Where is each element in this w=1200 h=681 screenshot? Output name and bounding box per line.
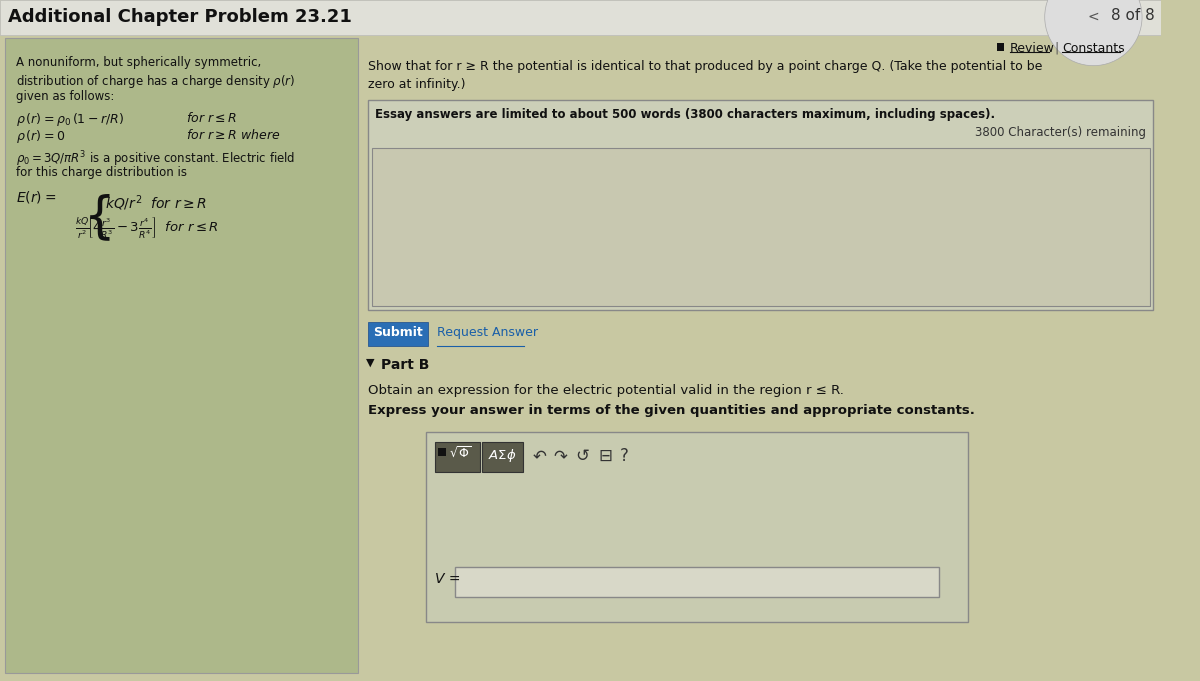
Text: $E(r) =$: $E(r) =$ [17, 189, 56, 205]
Text: for $r \geq R$ where: for $r \geq R$ where [186, 128, 280, 142]
Text: <: < [1087, 10, 1099, 24]
Text: Request Answer: Request Answer [437, 326, 539, 339]
Text: Essay answers are limited to about 500 words (3800 characters maximum, including: Essay answers are limited to about 500 w… [376, 108, 996, 121]
Bar [426, 432, 967, 622]
Text: Additional Chapter Problem 23.21: Additional Chapter Problem 23.21 [7, 8, 352, 26]
Bar [482, 442, 522, 472]
Text: $\sqrt{\Phi}$: $\sqrt{\Phi}$ [449, 446, 472, 461]
Text: ↺: ↺ [575, 447, 589, 465]
Text: Submit: Submit [373, 326, 422, 339]
Bar [367, 322, 427, 346]
Text: ?: ? [619, 447, 628, 465]
Text: zero at infinity.): zero at infinity.) [367, 78, 466, 91]
Bar [997, 43, 1004, 51]
Bar [5, 38, 358, 673]
Text: distribution of charge has a charge density $\rho(r)$: distribution of charge has a charge dens… [17, 73, 295, 90]
Text: $\rho\,(r) = \rho_0\,(1 - r/R)$: $\rho\,(r) = \rho_0\,(1 - r/R)$ [17, 111, 125, 128]
Bar [372, 148, 1150, 306]
Bar [0, 0, 1162, 35]
Text: ↶: ↶ [532, 447, 546, 465]
Text: $\rho\,(r) = 0$: $\rho\,(r) = 0$ [17, 128, 66, 145]
Text: 8 of 8: 8 of 8 [1111, 8, 1154, 23]
Text: |: | [1055, 42, 1058, 55]
Text: V =: V = [436, 572, 461, 586]
Text: Express your answer in terms of the given quantities and appropriate constants.: Express your answer in terms of the give… [367, 404, 974, 417]
Text: A nonuniform, but spherically symmetric,: A nonuniform, but spherically symmetric, [17, 56, 262, 69]
Text: ⊟: ⊟ [598, 447, 612, 465]
Text: $\rho_0 = 3Q/\pi R^3$ is a positive constant. Electric field: $\rho_0 = 3Q/\pi R^3$ is a positive cons… [17, 149, 295, 169]
Text: for this charge distribution is: for this charge distribution is [17, 166, 187, 179]
Text: Constants: Constants [1062, 42, 1126, 55]
Text: Show that for r ≥ R the potential is identical to that produced by a point charg: Show that for r ≥ R the potential is ide… [367, 60, 1042, 73]
Bar [455, 567, 938, 597]
Text: Part B: Part B [382, 358, 430, 372]
Text: 3800 Character(s) remaining: 3800 Character(s) remaining [974, 126, 1146, 139]
Text: $\frac{kQ}{r^2}\!\left[4\frac{r^3}{R^3} - 3\frac{r^4}{R^4}\right]$  for $r \leq : $\frac{kQ}{r^2}\!\left[4\frac{r^3}{R^3} … [74, 215, 218, 240]
Bar [438, 448, 446, 456]
Text: ▼: ▼ [366, 358, 374, 368]
Bar [436, 442, 480, 472]
Text: {: { [84, 193, 116, 241]
Text: $kQ/r^2$  for $r \geq R$: $kQ/r^2$ for $r \geq R$ [106, 193, 208, 212]
Text: ↷: ↷ [553, 447, 568, 465]
Bar [367, 100, 1153, 310]
Text: Review: Review [1010, 42, 1055, 55]
Text: given as follows:: given as follows: [17, 90, 115, 103]
Text: Obtain an expression for the electric potential valid in the region r ≤ R.: Obtain an expression for the electric po… [367, 384, 844, 397]
Text: for $r \leq R$: for $r \leq R$ [186, 111, 236, 125]
Text: $A\Sigma\phi$: $A\Sigma\phi$ [488, 447, 516, 464]
